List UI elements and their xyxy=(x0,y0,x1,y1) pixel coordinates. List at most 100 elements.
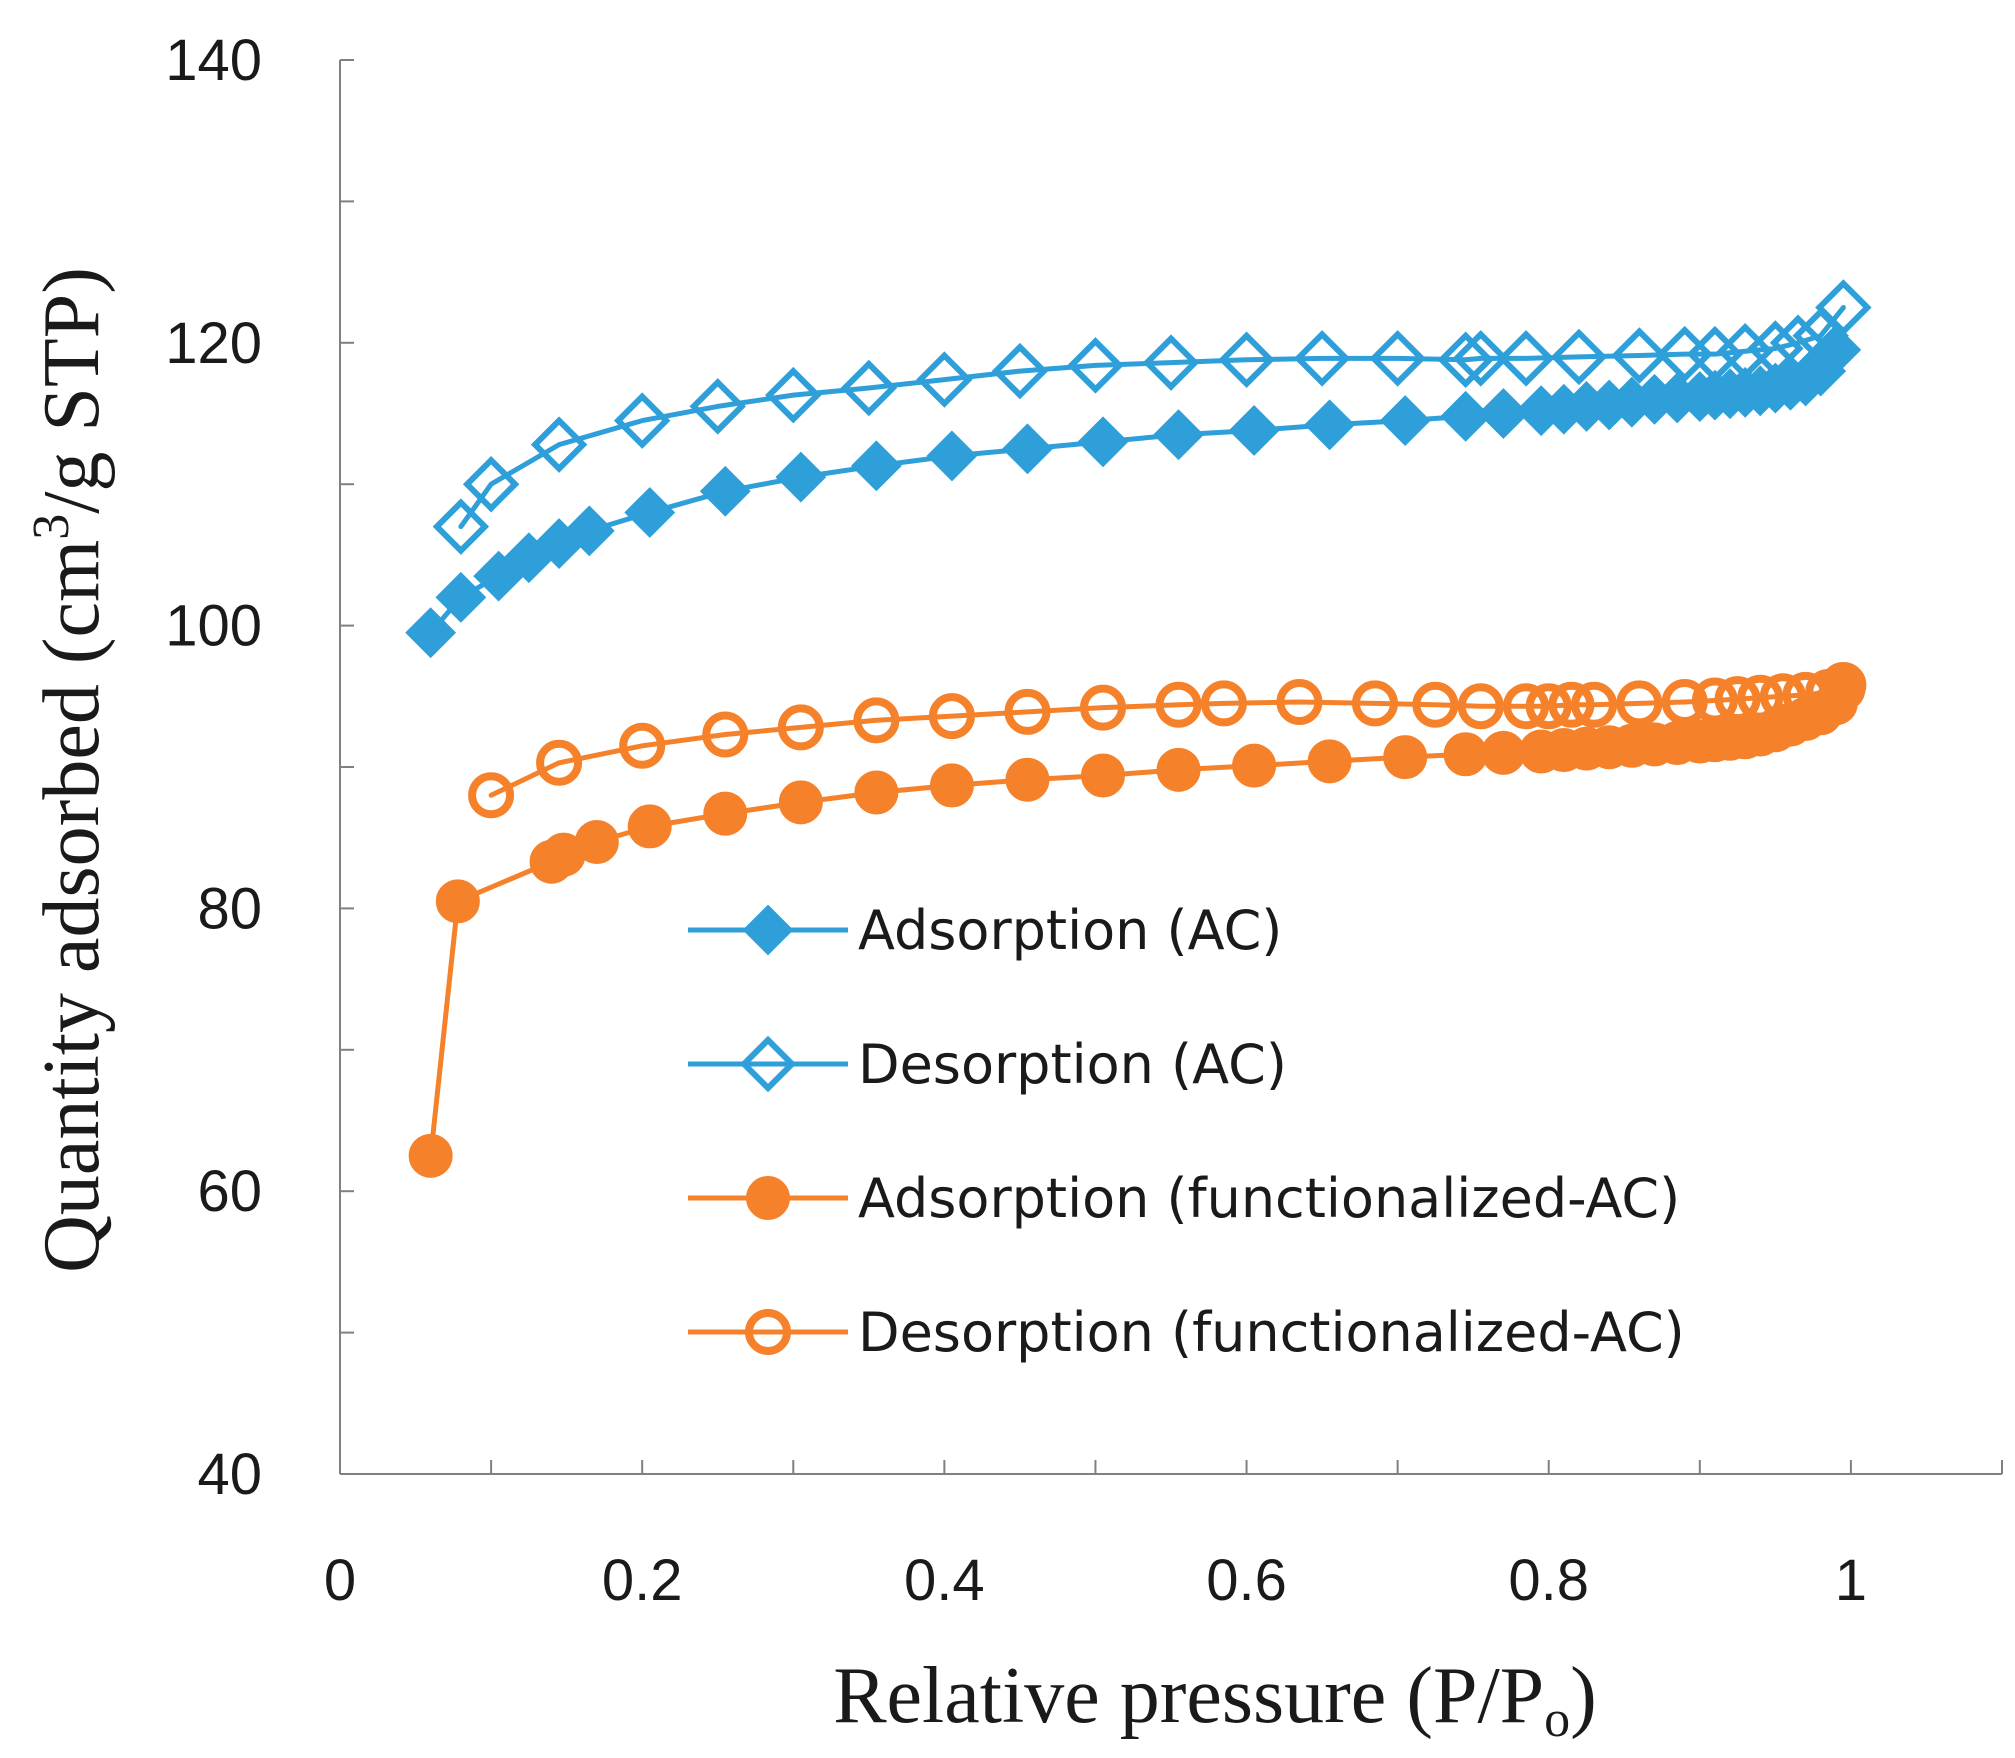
data-point xyxy=(1004,688,1051,735)
legend-item-adsorption-functionalized-ac: Adsorption (functionalized-AC) xyxy=(688,1167,1680,1230)
data-point xyxy=(1656,325,1713,383)
data-point xyxy=(435,571,487,623)
legend-label: Adsorption (AC) xyxy=(858,899,1282,962)
data-point xyxy=(1477,388,1529,439)
data-point xyxy=(627,804,672,849)
data-point xyxy=(1351,680,1398,727)
legend-item-desorption-functionalized-ac: Desorption (functionalized-AC) xyxy=(688,1301,1685,1364)
data-point xyxy=(1077,416,1129,468)
legend-marker xyxy=(746,1176,790,1220)
data-point xyxy=(462,455,520,513)
series-desorption-ac xyxy=(432,279,1872,555)
legend-item-adsorption-ac: Adsorption (AC) xyxy=(688,899,1282,962)
data-point xyxy=(1440,390,1492,442)
legend-marker xyxy=(745,1309,791,1355)
data-point xyxy=(775,451,827,503)
data-point xyxy=(991,342,1049,400)
x-tick-label: 0.6 xyxy=(1206,1548,1287,1613)
data-point xyxy=(1805,669,1852,716)
legend-marker xyxy=(739,1035,797,1093)
x-tick-label: 1 xyxy=(1835,1548,1867,1613)
data-point xyxy=(689,378,746,435)
data-point xyxy=(613,392,671,449)
data-point xyxy=(1737,674,1784,721)
data-point xyxy=(1200,680,1247,727)
data-point xyxy=(1369,330,1426,387)
ticks-layer: 40 60 80 100 120 140 0 0.2 0.4 0.6 0.8 1 xyxy=(165,28,2003,1613)
data-point xyxy=(1153,409,1204,461)
data-point xyxy=(1067,337,1124,394)
data-point xyxy=(1383,735,1428,780)
data-point xyxy=(1457,683,1504,730)
data-point xyxy=(1307,739,1352,784)
data-point xyxy=(1616,680,1663,727)
legend-label: Adsorption (functionalized-AC) xyxy=(858,1167,1680,1230)
data-point xyxy=(1437,331,1494,389)
data-point xyxy=(777,704,824,751)
data-point xyxy=(1481,730,1526,775)
x-tick-label: 0.8 xyxy=(1508,1548,1589,1613)
data-point xyxy=(929,763,974,808)
data-point xyxy=(1759,673,1806,720)
data-point xyxy=(574,819,619,864)
data-point xyxy=(1452,330,1509,387)
data-point xyxy=(1571,681,1618,728)
legend-label: Desorption (functionalized-AC) xyxy=(858,1301,1685,1364)
data-point xyxy=(1002,423,1053,475)
data-point xyxy=(1005,757,1050,802)
data-point xyxy=(624,487,676,538)
data-point xyxy=(1503,683,1550,730)
data-point xyxy=(1661,678,1708,725)
data-point xyxy=(1228,405,1280,456)
data-point xyxy=(916,351,973,408)
data-point xyxy=(1548,681,1595,728)
y-tick-label: 100 xyxy=(165,594,262,659)
legend-item-desorption-ac: Desorption (AC) xyxy=(688,1033,1287,1096)
series-desorption-functionalized-ac xyxy=(468,661,1867,819)
data-point xyxy=(536,739,583,786)
data-point xyxy=(1412,681,1459,728)
data-point xyxy=(530,416,588,473)
series-adsorption-functionalized-ac xyxy=(408,667,1866,1178)
data-point xyxy=(928,693,975,740)
data-point xyxy=(1782,671,1829,718)
data-point xyxy=(1443,732,1488,777)
x-tick-label: 0 xyxy=(324,1548,356,1613)
y-tick-label: 140 xyxy=(165,28,262,93)
data-point xyxy=(840,359,898,417)
y-tick-label: 80 xyxy=(197,876,262,941)
data-point xyxy=(1155,681,1202,728)
data-point xyxy=(703,791,748,836)
y-axis-title: Quantity adsorbed (cm3/g STP) xyxy=(23,267,116,1273)
data-point xyxy=(435,879,480,924)
y-tick-label: 120 xyxy=(165,311,262,376)
legend-label: Desorption (AC) xyxy=(858,1033,1287,1096)
y-tick-label: 40 xyxy=(197,1442,262,1507)
data-point xyxy=(1080,684,1127,731)
data-point xyxy=(405,607,457,659)
data-point xyxy=(1276,678,1323,725)
data-point xyxy=(408,1133,453,1178)
data-point xyxy=(1142,334,1200,391)
x-axis-title: Relative pressure (P/Po) xyxy=(833,1652,1597,1748)
data-point xyxy=(699,465,751,517)
data-point xyxy=(1156,747,1201,792)
series-adsorption-ac xyxy=(405,324,1862,659)
data-point xyxy=(1611,327,1668,384)
data-point xyxy=(1497,330,1555,387)
data-point xyxy=(619,722,666,769)
x-tick-label: 0.4 xyxy=(904,1548,985,1613)
data-point xyxy=(1379,395,1431,446)
data-point xyxy=(1232,743,1277,788)
data-point xyxy=(1293,330,1351,387)
data-point xyxy=(1691,677,1738,724)
data-point xyxy=(778,780,823,825)
data-point xyxy=(1525,683,1572,730)
series-layer xyxy=(405,279,1872,1178)
data-point xyxy=(563,505,615,557)
legend-marker xyxy=(742,904,794,956)
data-point xyxy=(468,772,515,819)
data-point xyxy=(854,770,899,815)
y-tick-label: 60 xyxy=(197,1159,262,1224)
